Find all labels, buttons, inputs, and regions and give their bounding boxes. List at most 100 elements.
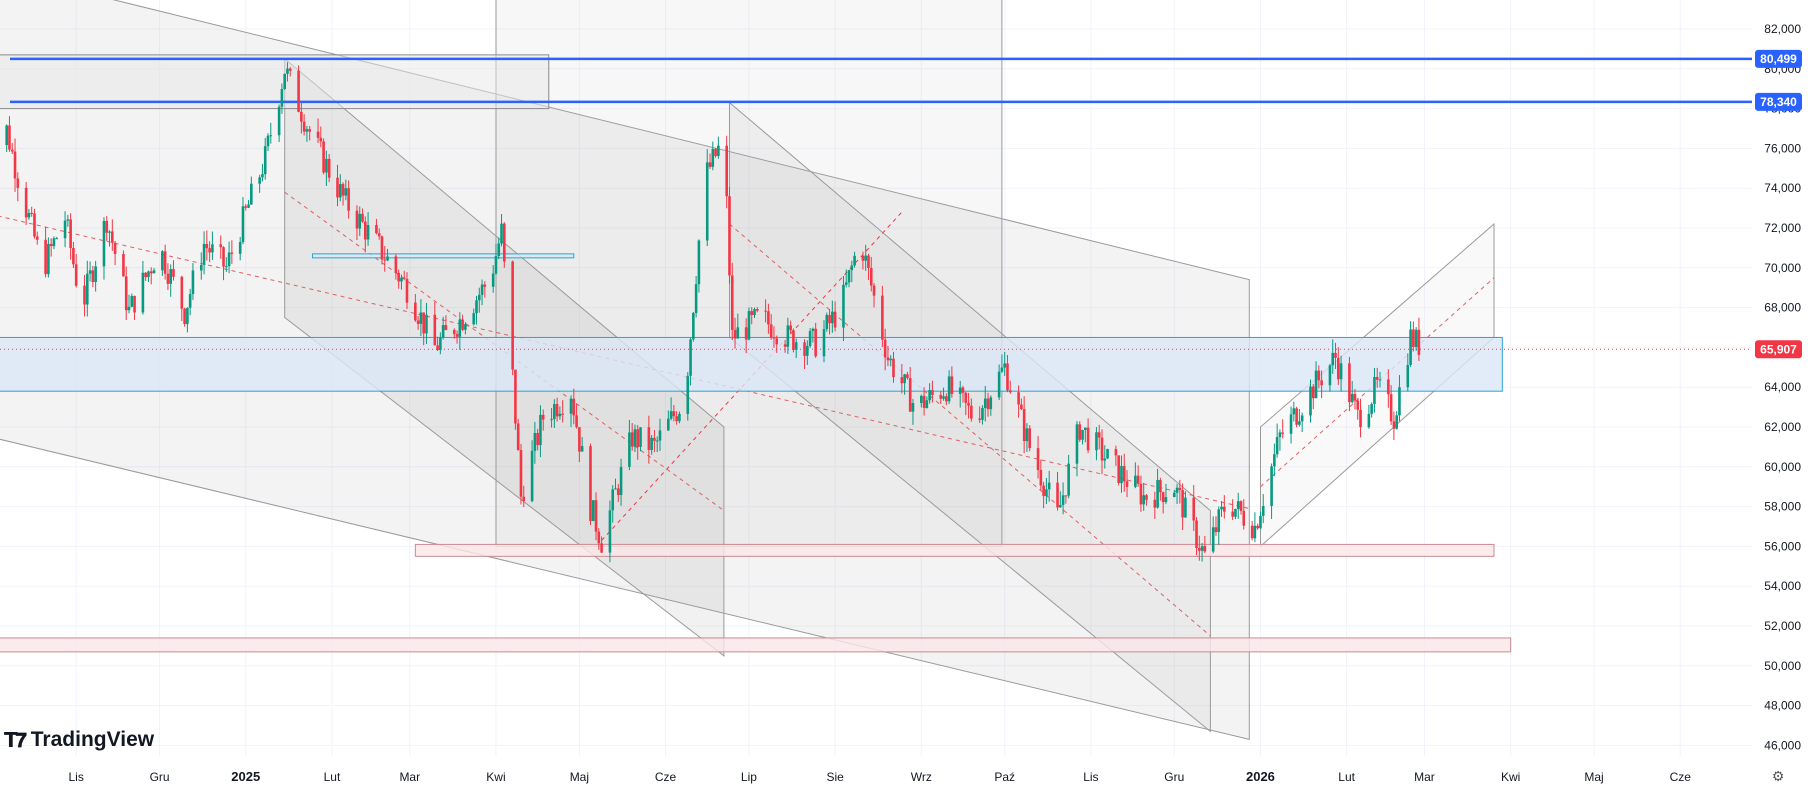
candle bbox=[600, 536, 603, 554]
zone-blue bbox=[0, 336, 1503, 392]
candle bbox=[981, 405, 984, 425]
candle bbox=[922, 387, 926, 416]
candle-body bbox=[861, 255, 865, 261]
candle-body bbox=[1159, 479, 1162, 493]
candle bbox=[597, 528, 601, 550]
candle bbox=[947, 370, 951, 404]
candle-body bbox=[842, 284, 845, 328]
candle bbox=[792, 328, 795, 353]
price-axis[interactable]: 46,000 48,000 50,000 52,000 54,000 56,000 58,0… bbox=[1754, 0, 1808, 791]
candle bbox=[970, 398, 973, 422]
candle-body bbox=[1370, 404, 1373, 414]
candle-body bbox=[541, 414, 545, 420]
candle bbox=[1334, 342, 1337, 369]
candle-body bbox=[947, 376, 951, 402]
candle-body bbox=[74, 264, 78, 286]
candle bbox=[169, 264, 172, 297]
candle-body bbox=[172, 269, 175, 277]
gear-icon[interactable]: ⚙ bbox=[1771, 769, 1785, 785]
candle-body bbox=[514, 369, 517, 424]
candle bbox=[1353, 388, 1357, 410]
candle bbox=[475, 295, 478, 325]
candle-body bbox=[1320, 380, 1323, 386]
candle bbox=[258, 174, 261, 193]
candle bbox=[1017, 385, 1020, 418]
candle-body bbox=[519, 450, 523, 497]
candle-body bbox=[653, 437, 656, 441]
candle-body bbox=[405, 278, 409, 303]
candle-body bbox=[867, 255, 870, 269]
candle bbox=[772, 326, 776, 348]
candle-body bbox=[1309, 386, 1312, 416]
candle bbox=[864, 244, 867, 271]
candle-body bbox=[669, 411, 673, 419]
candle-body bbox=[981, 407, 984, 420]
candle-body bbox=[52, 238, 56, 247]
level-price-badge bbox=[1755, 49, 1802, 68]
candle-body bbox=[925, 400, 929, 408]
candle bbox=[1231, 499, 1234, 521]
candle bbox=[483, 281, 487, 298]
candle bbox=[208, 241, 211, 263]
candle bbox=[366, 212, 370, 246]
time-axis[interactable]: Lis Gru 2025 Lut Mar Kwi Maj Cze Lip Sie Wrz Paź Lis… bbox=[0, 762, 1808, 791]
price-tick-label: 82,000 bbox=[1764, 22, 1801, 36]
candle-body bbox=[1106, 449, 1109, 459]
logo-text: TradingView bbox=[30, 728, 155, 751]
candle-body bbox=[786, 325, 790, 347]
candle-body bbox=[753, 309, 756, 315]
candle-body bbox=[366, 225, 370, 240]
candle-body bbox=[222, 247, 225, 267]
time-tick-label: Lip bbox=[741, 770, 757, 784]
candle-body bbox=[402, 277, 406, 279]
candle bbox=[1256, 523, 1259, 530]
candle bbox=[1417, 317, 1421, 361]
candle bbox=[1242, 499, 1246, 530]
candle bbox=[364, 216, 367, 253]
time-tick-label: Kwi bbox=[486, 770, 505, 784]
candle-body bbox=[667, 418, 670, 431]
candle-body bbox=[338, 184, 342, 198]
candle bbox=[1192, 485, 1196, 531]
candle bbox=[803, 339, 806, 370]
candle-body bbox=[1414, 329, 1418, 347]
candle bbox=[903, 373, 906, 395]
candle bbox=[667, 410, 670, 431]
candle-body bbox=[728, 196, 731, 276]
candle-body bbox=[322, 141, 325, 173]
candle-body bbox=[633, 429, 637, 447]
candle bbox=[149, 267, 153, 285]
price-tick-label: 72,000 bbox=[1764, 221, 1801, 235]
candle bbox=[1039, 459, 1043, 491]
candle bbox=[1184, 491, 1187, 518]
candle bbox=[464, 322, 467, 335]
candle bbox=[494, 243, 498, 276]
candle bbox=[302, 114, 306, 136]
candle bbox=[730, 262, 734, 340]
candle bbox=[541, 409, 545, 431]
candle bbox=[161, 250, 164, 276]
candle-body bbox=[247, 204, 250, 208]
price-tick-label: 70,000 bbox=[1764, 261, 1801, 275]
candle bbox=[989, 395, 993, 416]
candle bbox=[1200, 542, 1204, 562]
candle bbox=[400, 274, 403, 290]
candle bbox=[555, 397, 559, 422]
candle-body bbox=[397, 272, 400, 282]
candle-body bbox=[383, 259, 387, 261]
candle bbox=[183, 307, 186, 327]
candle-body bbox=[1356, 400, 1360, 410]
time-tick-label: Paź bbox=[994, 770, 1015, 784]
candle bbox=[920, 394, 923, 408]
candle-body bbox=[1270, 466, 1273, 507]
candle-body bbox=[689, 339, 692, 376]
candle bbox=[1081, 429, 1084, 445]
candle bbox=[69, 213, 72, 260]
candle-body bbox=[227, 252, 231, 267]
candle-body bbox=[803, 342, 806, 356]
candle bbox=[33, 208, 36, 239]
candle bbox=[594, 492, 598, 541]
candle bbox=[964, 391, 968, 416]
